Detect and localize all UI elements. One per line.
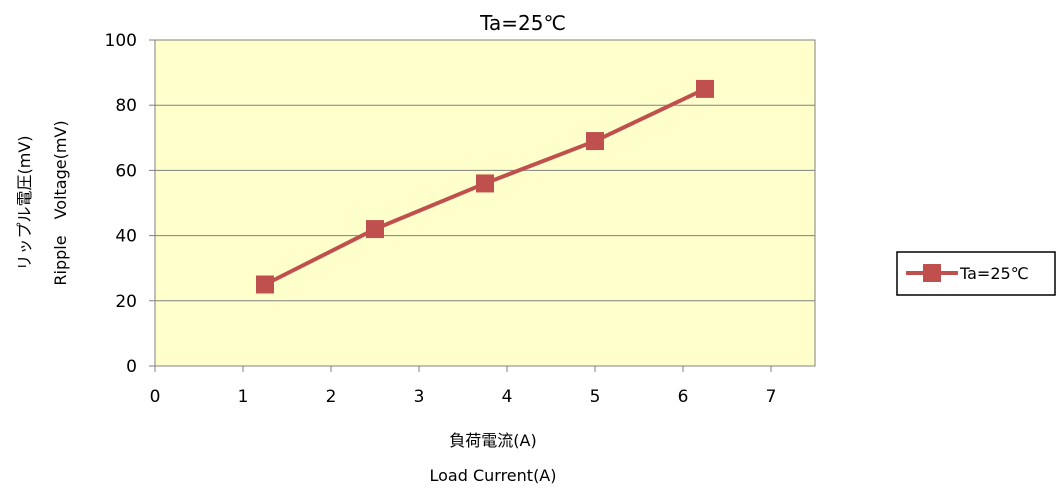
y-axis-label-line1: リップル電圧(mV) [15,135,34,270]
legend-box [896,251,1056,296]
legend-label: Ta=25℃ [959,264,1029,283]
data-point-marker [366,220,384,239]
y-tick-label: 60 [115,161,137,181]
legend: Ta=25℃ [896,251,1056,296]
y-tick-label: 80 [115,96,137,116]
x-tick-label: 2 [326,387,337,407]
y-axis-label-line2: Ripple Voltage(mV) [51,120,70,285]
chart-title: Ta=25℃ [479,11,566,35]
series-group [256,79,714,294]
data-point-marker [586,132,604,151]
x-tick-label: 0 [150,387,161,407]
y-tick-label: 40 [115,227,137,247]
x-tick-label: 3 [414,387,425,407]
x-tick-labels: 0 1 2 3 4 5 6 7 [150,387,777,407]
y-tick-label: 20 [115,292,137,312]
plot-area [154,39,816,367]
x-tick-label: 1 [238,387,249,407]
x-tick-label: 4 [502,387,513,407]
x-axis-label-line2: Load Current(A) [430,466,557,485]
grid-lines [149,39,815,372]
x-tick-label: 5 [590,387,601,407]
legend-marker [923,264,941,282]
y-tick-label: 0 [126,357,137,377]
data-point-marker [696,79,714,98]
data-point-marker [256,275,274,294]
x-axis-label-line1: 負荷電流(A) [449,431,536,450]
data-point-marker [476,174,494,193]
x-tick-label: 6 [678,387,689,407]
y-tick-label: 100 [105,31,137,51]
x-tick-label: 7 [766,387,777,407]
y-tick-labels: 0 20 40 60 80 100 [105,31,137,377]
